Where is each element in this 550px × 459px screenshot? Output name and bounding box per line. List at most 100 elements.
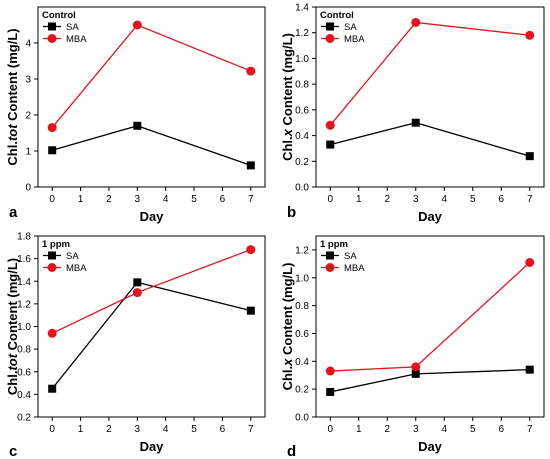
y-tick-label: 1.6 [17,254,31,265]
panel-letter: d [287,443,296,459]
data-point [411,362,421,372]
y-axis-title-part: Chl. [5,371,20,396]
chart-panel-a: 0 1 2 3 4 5 6 7 0 1 2 3 4 Day Chl.tot Content (mg/L) a C… [5,6,266,224]
y-axis-title-part: x [280,128,295,137]
data-point [132,288,142,298]
y-axis-title-part: Content (mg/L) [280,263,295,359]
y-axis-title-part: Content (mg/L) [5,258,20,354]
x-tick-label: 0 [327,194,333,205]
y-tick-label: 0.0 [295,183,309,194]
chart-panel-c: 0 1 2 3 4 5 6 7 0.2 0.4 0.6 0.8 1.0 1.2 1.4 1.6 1.8 Day Ch… [5,232,266,459]
data-point [325,120,335,130]
x-tick-label: 6 [498,424,504,435]
legend-title: 1 ppm [320,239,348,250]
x-tick-label: 4 [441,194,447,205]
chart-panel-d: 0 1 2 3 4 5 6 7 0.0 0.2 0.4 0.6 0.8 1.0 1.2 Day Chl.x Co… [280,235,545,459]
data-point [525,152,534,161]
panel-letter: c [9,443,17,459]
legend-marker [48,22,56,31]
x-tick-label: 0 [49,424,55,435]
data-point [525,30,535,40]
legend-marker [325,34,335,43]
data-point [326,140,335,149]
x-tick-label: 2 [384,194,390,205]
x-axis-title: Day [140,209,165,224]
y-axis-title-part: tot [5,353,20,370]
data-point [48,384,57,393]
data-point [246,161,255,170]
x-tick-label: 5 [470,424,476,435]
y-axis-title-part: x [280,358,295,367]
plot-frame [37,6,266,188]
y-tick-label: 0.6 [295,329,309,340]
y-tick-label: 1.2 [295,245,309,256]
series-mba [47,20,256,133]
x-tick-label: 6 [220,424,226,435]
x-axis-title: Day [418,209,443,224]
x-tick-label: 5 [191,194,197,205]
x-tick-label: 2 [106,194,112,205]
data-point [525,257,535,267]
panel-letter: a [9,204,18,221]
x-tick-label: 3 [413,424,419,435]
y-tick-label: 1.4 [17,277,31,288]
data-point [325,366,335,376]
y-tick-label: 2 [25,111,31,122]
legend-label: SA [66,22,79,33]
plot-frame [315,6,545,188]
legend-label: SA [66,251,79,262]
series-sa [326,365,534,396]
legend-title: Control [320,10,354,21]
legend-marker [47,263,57,272]
panel-letter: b [287,204,296,221]
data-point [411,369,420,378]
series-sa [48,121,255,170]
x-tick-label: 1 [78,194,84,205]
x-tick-label: 1 [356,194,362,205]
y-tick-label: 1.4 [295,3,309,14]
y-axis-title-part: Content (mg/L) [5,28,20,124]
data-point [48,146,57,155]
y-tick-label: 4 [25,39,31,50]
legend-label: SA [344,22,357,33]
series-line [51,281,251,390]
x-tick-label: 7 [248,194,254,205]
x-tick-label: 4 [163,424,169,435]
y-axis-title-part: tot [5,124,20,141]
legend-label: MBA [66,34,87,45]
data-point [246,306,255,315]
y-tick-label: 0.4 [295,357,309,368]
y-tick-label: 3 [25,75,31,86]
series-line [330,122,530,157]
y-tick-label: 0.2 [295,157,309,168]
data-point [246,66,256,76]
data-point [133,121,142,130]
data-point [47,328,57,338]
series-sa [48,278,255,393]
series-line [330,369,530,393]
legend-label: SA [344,251,357,262]
legend-marker [325,263,335,272]
y-tick-label: 1.2 [17,299,31,310]
x-tick-label: 7 [248,424,254,435]
legend-label: MBA [344,34,365,45]
legend-marker [326,251,334,260]
series-line [330,261,531,372]
y-tick-label: 0.8 [17,345,31,356]
y-tick-label: 1.0 [295,54,309,65]
y-tick-label: 0.4 [295,131,309,142]
y-tick-label: 1.0 [17,322,31,333]
y-axis-title: Chl.x Content (mg/L) [280,33,295,161]
series-mba [47,245,256,338]
y-tick-label: 0.0 [295,413,309,424]
series-line [52,125,252,167]
x-tick-label: 0 [327,424,333,435]
x-tick-label: 5 [191,424,197,435]
x-tick-label: 7 [527,424,533,435]
x-tick-label: 3 [135,424,141,435]
x-tick-label: 6 [498,194,504,205]
